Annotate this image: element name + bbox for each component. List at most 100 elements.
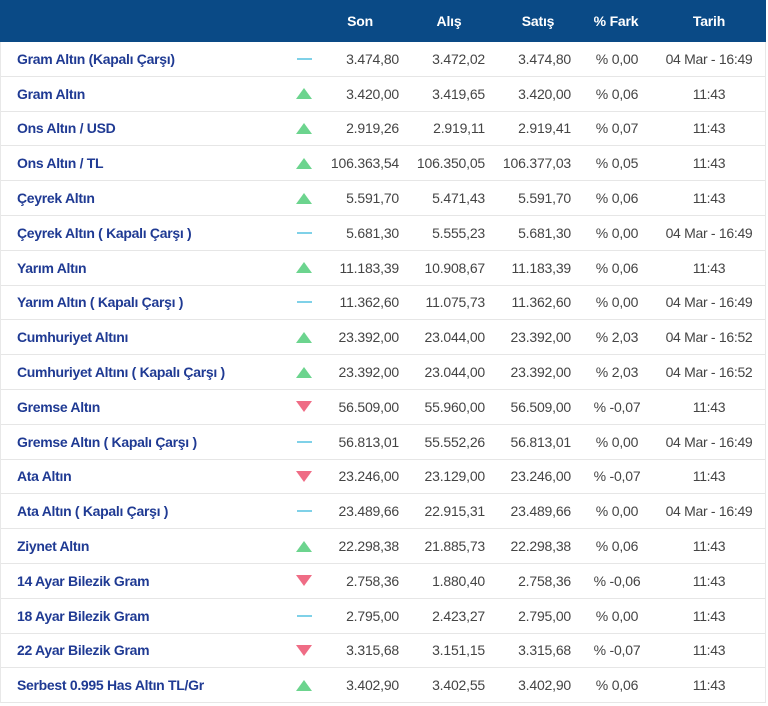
row-name-link[interactable]: Ziynet Altın bbox=[17, 538, 90, 555]
cell-tarih: 04 Mar - 16:52 bbox=[665, 329, 753, 346]
table-row[interactable]: Ziynet Altın 22.298,38 21.885,73 22.298,38%… bbox=[1, 529, 765, 564]
table-row[interactable]: Cumhuriyet Altını 23.392,00 23.044,00 23.39… bbox=[1, 320, 765, 356]
row-name-link[interactable]: Yarım Altın bbox=[17, 259, 87, 276]
cell-son: 2.795,00 bbox=[346, 607, 399, 624]
table-row[interactable]: Ata Altın ( Kapalı Çarşı ) 23.489,66 22.91… bbox=[1, 494, 765, 530]
cell-alis: 3.151,15 bbox=[432, 642, 485, 659]
row-name-link[interactable]: Ata Altın ( Kapalı Çarşı ) bbox=[17, 503, 169, 520]
table-row[interactable]: Yarım Altın ( Kapalı Çarşı ) 11.362,60 11.… bbox=[1, 285, 765, 321]
header-son[interactable]: Son bbox=[347, 13, 373, 29]
table-row[interactable]: Çeyrek Altın 5.591,70 5.471,43 5.591,70 % 0,… bbox=[1, 181, 765, 216]
cell-satis: 11.362,60 bbox=[511, 294, 572, 311]
row-name-link[interactable]: Gram Altın bbox=[17, 85, 86, 102]
trend-indicator bbox=[295, 112, 313, 146]
cell-alis: 23.044,00 bbox=[424, 329, 486, 346]
table-row[interactable]: 18 Ayar Bilezik Gram 2.795,00 2.423,27 2.79… bbox=[1, 598, 765, 634]
cell-fark: % 0,06 bbox=[595, 538, 639, 555]
table-row[interactable]: Cumhuriyet Altını ( Kapalı Çarşı ) 23.392… bbox=[1, 355, 765, 390]
table-row[interactable]: Ons Altın / USD 2.919,26 2.919,11 2.919,41%… bbox=[1, 111, 765, 147]
cell-son: 3.420,00 bbox=[346, 85, 399, 102]
cell-satis: 3.474,80 bbox=[518, 50, 571, 67]
row-name-link[interactable]: Cumhuriyet Altını bbox=[17, 329, 129, 346]
header-alis[interactable]: Alış bbox=[436, 13, 462, 29]
table-row[interactable]: Gram Altın 3.420,00 3.419,65 3.420,00 % 0,06… bbox=[1, 76, 765, 112]
cell-satis: 56.813,01 bbox=[510, 433, 572, 450]
table-row[interactable]: Serbest 0.995 Has Altın TL/Gr 3.402,90 3.4… bbox=[1, 668, 765, 704]
trend-flat-icon bbox=[296, 440, 312, 443]
trend-down-icon bbox=[296, 575, 312, 587]
cell-son: 23.489,66 bbox=[338, 503, 400, 520]
table-row[interactable]: Ata Altın 23.246,00 23.129,00 23.246,00 % -0… bbox=[1, 459, 765, 495]
row-name-link[interactable]: Gremse Altın bbox=[17, 398, 101, 415]
table-header: Son Alış Satış % Fark Tarih bbox=[0, 0, 766, 42]
cell-fark: % 0,00 bbox=[595, 224, 639, 241]
table-row[interactable]: Çeyrek Altın ( Kapalı Çarşı ) 5.681,30 5.5… bbox=[1, 215, 765, 251]
cell-alis: 5.555,23 bbox=[432, 224, 485, 241]
trend-indicator bbox=[295, 216, 313, 250]
header-tarih[interactable]: Tarih bbox=[692, 13, 726, 29]
trend-indicator bbox=[295, 320, 313, 354]
trend-flat-icon bbox=[296, 301, 312, 304]
cell-satis: 3.315,68 bbox=[518, 642, 571, 659]
table-row[interactable]: 22 Ayar Bilezik Gram 3.315,68 3.151,15 3.31… bbox=[1, 633, 765, 669]
cell-satis: 22.298,38 bbox=[510, 538, 572, 555]
cell-tarih: 04 Mar - 16:49 bbox=[665, 50, 753, 67]
cell-alis: 3.472,02 bbox=[432, 50, 485, 67]
cell-fark: % 0,00 bbox=[595, 503, 639, 520]
cell-fark: % 0,06 bbox=[595, 85, 639, 102]
row-name-link[interactable]: Yarım Altın ( Kapalı Çarşı ) bbox=[17, 294, 184, 311]
table-row[interactable]: Gremse Altın ( Kapalı Çarşı ) 56.813,01 55… bbox=[1, 424, 765, 460]
cell-tarih: 11:43 bbox=[692, 642, 726, 659]
trend-indicator bbox=[295, 425, 313, 459]
row-name-link[interactable]: Serbest 0.995 Has Altın TL/Gr bbox=[17, 677, 204, 694]
cell-son: 3.474,80 bbox=[346, 50, 399, 67]
cell-son: 11.362,60 bbox=[339, 294, 400, 311]
row-name-link[interactable]: Ons Altın / TL bbox=[17, 155, 104, 172]
table-row[interactable]: Gram Altın (Kapalı Çarşı) 3.474,80 3.472,0… bbox=[1, 42, 765, 77]
trend-indicator bbox=[295, 668, 313, 702]
trend-indicator bbox=[295, 77, 313, 111]
row-name-link[interactable]: Gremse Altın ( Kapalı Çarşı ) bbox=[17, 433, 197, 450]
cell-satis: 2.758,36 bbox=[518, 572, 571, 589]
trend-indicator bbox=[295, 251, 313, 285]
cell-fark: % 0,07 bbox=[595, 120, 639, 137]
cell-fark: % 0,00 bbox=[595, 433, 639, 450]
table-row[interactable]: Yarım Altın 11.183,39 10.908,67 11.183,39 % … bbox=[1, 250, 765, 286]
header-satis[interactable]: Satış bbox=[521, 13, 555, 29]
cell-alis: 2.919,11 bbox=[433, 120, 485, 137]
row-name-link[interactable]: Çeyrek Altın bbox=[17, 190, 95, 207]
trend-flat-icon bbox=[296, 57, 312, 60]
cell-tarih: 11:43 bbox=[692, 607, 726, 624]
table-row[interactable]: 14 Ayar Bilezik Gram 2.758,36 1.880,40 2.75… bbox=[1, 563, 765, 599]
trend-down-icon bbox=[296, 401, 312, 413]
row-name-link[interactable]: Çeyrek Altın ( Kapalı Çarşı ) bbox=[17, 224, 192, 241]
row-name-link[interactable]: 18 Ayar Bilezik Gram bbox=[17, 607, 150, 624]
cell-fark: % -0,07 bbox=[593, 398, 641, 415]
cell-alis: 3.402,55 bbox=[432, 677, 485, 694]
cell-son: 22.298,38 bbox=[338, 538, 400, 555]
row-name-link[interactable]: Gram Altın (Kapalı Çarşı) bbox=[17, 50, 175, 67]
cell-satis: 2.795,00 bbox=[518, 607, 571, 624]
trend-up-icon bbox=[296, 679, 312, 691]
header-fark[interactable]: % Fark bbox=[593, 13, 639, 29]
cell-tarih: 04 Mar - 16:49 bbox=[665, 294, 753, 311]
table-row[interactable]: Gremse Altın 56.509,00 55.960,00 56.509,00%… bbox=[1, 389, 765, 425]
cell-son: 2.919,26 bbox=[346, 120, 399, 137]
cell-fark: % -0,07 bbox=[593, 468, 641, 485]
cell-alis: 21.885,73 bbox=[424, 538, 486, 555]
row-name-link[interactable]: 22 Ayar Bilezik Gram bbox=[17, 642, 150, 659]
cell-fark: % 0,05 bbox=[595, 155, 639, 172]
cell-alis: 5.471,43 bbox=[432, 190, 485, 207]
row-name-link[interactable]: Cumhuriyet Altını ( Kapalı Çarşı ) bbox=[17, 364, 225, 381]
cell-alis: 23.129,00 bbox=[424, 468, 486, 485]
cell-son: 106.363,54 bbox=[330, 155, 399, 172]
row-name-link[interactable]: Ata Altın bbox=[17, 468, 72, 485]
cell-fark: % 0,00 bbox=[595, 50, 639, 67]
cell-alis: 3.419,65 bbox=[432, 85, 485, 102]
table-row[interactable]: Ons Altın / TL 106.363,54 106.350,05 106.37… bbox=[1, 146, 765, 182]
trend-up-icon bbox=[296, 192, 312, 204]
cell-satis: 5.681,30 bbox=[518, 224, 571, 241]
row-name-link[interactable]: Ons Altın / USD bbox=[17, 120, 116, 137]
cell-alis: 55.552,26 bbox=[424, 433, 486, 450]
row-name-link[interactable]: 14 Ayar Bilezik Gram bbox=[17, 572, 150, 589]
